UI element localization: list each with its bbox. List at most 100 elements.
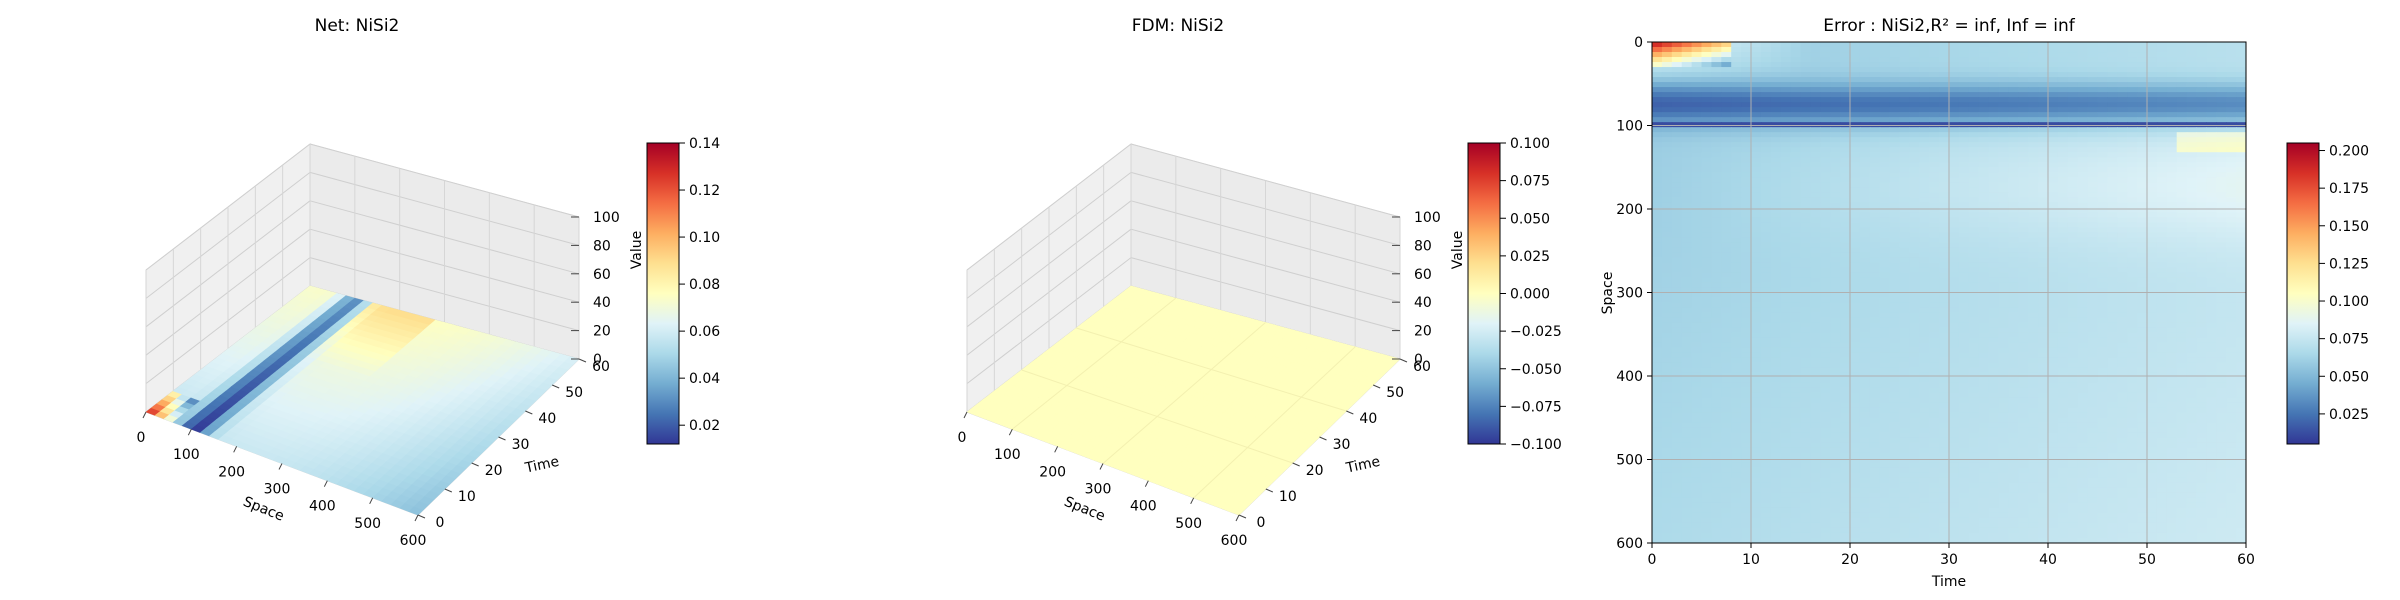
heatmap-cell	[2176, 152, 2188, 158]
heatmap-cell	[1879, 202, 1891, 208]
heatmap-cell	[1681, 162, 1693, 168]
heatmap-cell	[1988, 222, 2000, 228]
heatmap-cell	[1840, 127, 1851, 133]
heatmap-cell	[2137, 267, 2148, 274]
heatmap-cell	[1840, 142, 1851, 148]
heatmap-cell	[2196, 257, 2207, 264]
heatmap-cell	[1810, 47, 1821, 53]
heatmap-cell	[2196, 237, 2207, 243]
heatmap-cell	[1751, 97, 1762, 103]
heatmap-cell	[1879, 257, 1891, 264]
heatmap-cell	[2077, 212, 2089, 218]
heatmap-cell	[1731, 282, 1742, 289]
heatmap-cell	[1751, 257, 1762, 264]
heatmap-cell	[2107, 137, 2118, 143]
heatmap-cell	[1978, 212, 1990, 218]
heatmap-cell	[2236, 72, 2246, 78]
heatmap-cell	[2127, 62, 2138, 68]
heatmap-cell	[2057, 232, 2069, 238]
heatmap-cell	[1800, 62, 1811, 68]
heatmap-cell	[1968, 207, 1980, 213]
heatmap-cell	[2137, 212, 2148, 218]
heatmap-cell	[1800, 127, 1811, 133]
heatmap-cell	[2018, 282, 2029, 289]
heatmap-cell	[1889, 187, 1901, 193]
heatmap-cell	[2176, 52, 2188, 58]
heatmap-cell	[2127, 242, 2138, 249]
heatmap-cell	[2137, 72, 2148, 78]
heatmap-cell	[2137, 97, 2148, 103]
heatmap-cell	[1701, 102, 1712, 108]
heatmap-cell	[1988, 172, 2000, 178]
heatmap-cell	[1929, 87, 1940, 93]
heatmap-cell	[1939, 132, 1950, 138]
time-tick-label: 0	[436, 515, 445, 531]
heatmap-cell	[2117, 107, 2128, 113]
heatmap-cell	[2097, 57, 2108, 63]
heatmap-cell	[2186, 277, 2198, 284]
heatmap-cell	[1721, 77, 1732, 83]
heatmap-cell	[1850, 177, 1861, 183]
heatmap-cell	[2028, 182, 2039, 188]
heatmap-cell	[1978, 267, 1990, 274]
heatmap-cell	[1661, 57, 1673, 63]
heatmap-cell	[1691, 72, 1703, 78]
heatmap-cell	[1998, 82, 2009, 88]
heatmap-cell	[1958, 97, 1970, 103]
heatmap-cell	[2008, 77, 2019, 83]
heatmap-cell	[2196, 192, 2207, 198]
heatmap-cell	[2147, 82, 2158, 88]
heatmap-cell	[2186, 162, 2198, 168]
heatmap-cell	[1830, 77, 1841, 83]
heatmap-cell	[1731, 202, 1742, 208]
heatmap-cell	[2057, 47, 2069, 53]
heatmap-cell	[1711, 242, 1722, 249]
heatmap-cell	[1968, 192, 1980, 198]
heatmap-cell	[1810, 107, 1821, 113]
heatmap-cell	[2137, 207, 2148, 213]
heatmap-cell	[2018, 187, 2029, 193]
colorbar-tick-label: −0.025	[1510, 324, 1562, 340]
heatmap-cell	[2216, 167, 2227, 173]
heatmap-cell	[1760, 57, 1772, 63]
heatmap-cell	[1988, 112, 2000, 118]
heatmap-cell	[1770, 157, 1782, 163]
heatmap-cell	[2048, 112, 2059, 118]
heatmap-cell	[2067, 122, 2079, 128]
heatmap-cell	[1859, 267, 1871, 274]
heatmap-cell	[2176, 67, 2188, 73]
heatmap-cell	[1741, 137, 1752, 143]
heatmap-cell	[2067, 252, 2079, 259]
heatmap-cell	[1939, 167, 1950, 173]
heatmap-cell	[1780, 242, 1792, 249]
heatmap-cell	[1919, 182, 1930, 188]
heatmap-cell	[1899, 257, 1910, 264]
heatmap-cell	[1780, 72, 1792, 78]
heatmap-cell	[1691, 237, 1703, 243]
heatmap-cell	[2008, 122, 2019, 128]
heatmap-cell	[2018, 87, 2029, 93]
heatmap-cell	[2127, 52, 2138, 58]
heatmap-cell	[1652, 77, 1663, 83]
heatmap-cell	[1780, 237, 1792, 243]
heatmap-cell	[2216, 122, 2227, 128]
heatmap-cell	[2236, 172, 2246, 178]
heatmap-cell	[1770, 217, 1782, 223]
space-tick	[1235, 514, 1240, 522]
heatmap-cell	[1840, 207, 1851, 213]
heatmap-cell	[2186, 257, 2198, 264]
heatmap-cell	[1859, 167, 1871, 173]
heatmap-cell	[1859, 262, 1871, 269]
heatmap-cell	[2176, 252, 2188, 259]
colorbar-tick-label: 0.02	[689, 418, 720, 434]
heatmap-cell	[2097, 92, 2108, 98]
heatmap-cell	[1770, 122, 1782, 128]
heatmap-cell	[2186, 252, 2198, 259]
heatmap-cell	[2028, 112, 2039, 118]
heatmap-cell	[1988, 157, 2000, 163]
heatmap-cell	[2038, 87, 2049, 93]
heatmap-cell	[1661, 87, 1673, 93]
heatmap-cell	[2107, 82, 2118, 88]
heatmap-cell	[1691, 282, 1703, 289]
heatmap-cell	[2097, 107, 2108, 113]
